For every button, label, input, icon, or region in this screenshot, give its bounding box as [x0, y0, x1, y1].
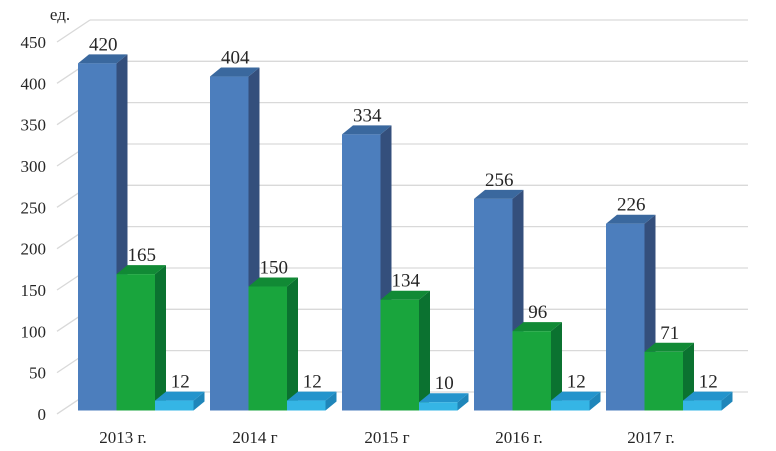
bar-top-face — [116, 265, 166, 275]
bar-value-label: 404 — [221, 48, 250, 69]
bar-front-face — [512, 331, 551, 411]
bar-blue — [606, 214, 656, 411]
bar-side-face — [193, 391, 205, 411]
bar-front-face — [287, 400, 326, 411]
bar-green — [116, 265, 166, 411]
y-axis-tick-label: 250 — [21, 198, 47, 217]
x-axis-category-label: 2015 г — [364, 428, 409, 447]
bar-green — [512, 322, 562, 411]
bar-front-face — [78, 63, 117, 411]
bar-top-face — [287, 391, 337, 401]
bar-front-face — [474, 198, 513, 411]
y-axis-tick-label: 100 — [21, 322, 47, 341]
bar-front-face — [419, 402, 458, 411]
x-axis-category-label: 2016 г. — [495, 428, 543, 447]
bar-value-label: 334 — [353, 105, 382, 126]
bar-top-face — [606, 214, 656, 224]
bar-top-face — [342, 125, 392, 135]
y-axis-tick-label: 400 — [21, 74, 47, 93]
bar-front-face — [551, 400, 590, 411]
bar-green — [248, 277, 298, 411]
bar-top-face — [512, 322, 562, 332]
bar-blue — [474, 189, 524, 411]
bar-top-face — [683, 391, 733, 401]
x-axis-category-label: 2017 г. — [627, 428, 675, 447]
bar-top-face — [474, 189, 524, 199]
bar-cyan — [287, 391, 337, 411]
bar-top-face — [419, 393, 469, 403]
bar-value-label: 134 — [392, 271, 421, 292]
bars-layer — [78, 54, 733, 411]
x-axis-category-label: 2014 г — [232, 428, 277, 447]
y-axis-tick-label: 150 — [21, 281, 47, 300]
bar-front-face — [155, 400, 194, 411]
bar-value-label: 12 — [699, 372, 718, 393]
gridline-connector — [56, 19, 91, 43]
y-axis-tick-label: 350 — [21, 116, 47, 135]
y-axis-tick-label: 0 — [38, 405, 47, 424]
bar-front-face — [342, 134, 381, 411]
bar-front-face — [606, 223, 645, 411]
bar-cyan — [551, 391, 601, 411]
bar-side-face — [589, 391, 601, 411]
bar-side-face — [419, 290, 430, 411]
y-axis-title: ед. — [50, 5, 70, 24]
bar-value-label: 226 — [617, 195, 646, 216]
bar-green — [644, 342, 694, 411]
bar-value-label: 10 — [435, 373, 454, 394]
bar-value-label: 12 — [171, 372, 190, 393]
y-axis-tick-label: 300 — [21, 157, 47, 176]
bar-side-face — [155, 265, 166, 411]
bar-value-label: 256 — [485, 170, 514, 191]
bar-green — [380, 290, 430, 411]
bar-value-label: 71 — [660, 323, 679, 344]
bar-value-label: 420 — [89, 34, 118, 55]
bar-value-label: 150 — [260, 258, 289, 279]
bar-cyan — [155, 391, 205, 411]
bar-side-face — [457, 393, 469, 411]
x-axis-category-label: 2013 г. — [99, 428, 147, 447]
bar-value-label: 12 — [567, 372, 586, 393]
bar-top-face — [644, 342, 694, 352]
bar-top-face — [78, 54, 128, 64]
bar-value-label: 165 — [128, 245, 157, 266]
bar-top-face — [210, 67, 260, 77]
bar-cyan — [683, 391, 733, 411]
bar-blue — [342, 125, 392, 411]
bar-side-face — [325, 391, 337, 411]
bar-front-face — [248, 286, 287, 411]
bar-value-label: 96 — [528, 302, 547, 323]
bar-top-face — [155, 391, 205, 401]
bar-side-face — [683, 342, 694, 411]
labels-layer: 0 50 100 150 200 250 300 350 400 450 2013 г. 2014 г… — [21, 33, 718, 447]
bar-front-face — [683, 400, 722, 411]
bar-value-label: 12 — [303, 372, 322, 393]
y-axis-tick-label: 450 — [21, 33, 47, 52]
bar-top-face — [380, 290, 430, 300]
bar-top-face — [551, 391, 601, 401]
bar-front-face — [210, 76, 249, 411]
bar-front-face — [644, 351, 683, 411]
bar-side-face — [287, 277, 298, 411]
y-axis-tick-label: 200 — [21, 240, 47, 259]
bar-cyan — [419, 393, 469, 411]
y-axis-tick-label: 50 — [29, 364, 46, 383]
bar-side-face — [721, 391, 733, 411]
bar-side-face — [551, 322, 562, 411]
bar-front-face — [116, 274, 155, 411]
bar-top-face — [248, 277, 298, 287]
bar-front-face — [380, 299, 419, 411]
